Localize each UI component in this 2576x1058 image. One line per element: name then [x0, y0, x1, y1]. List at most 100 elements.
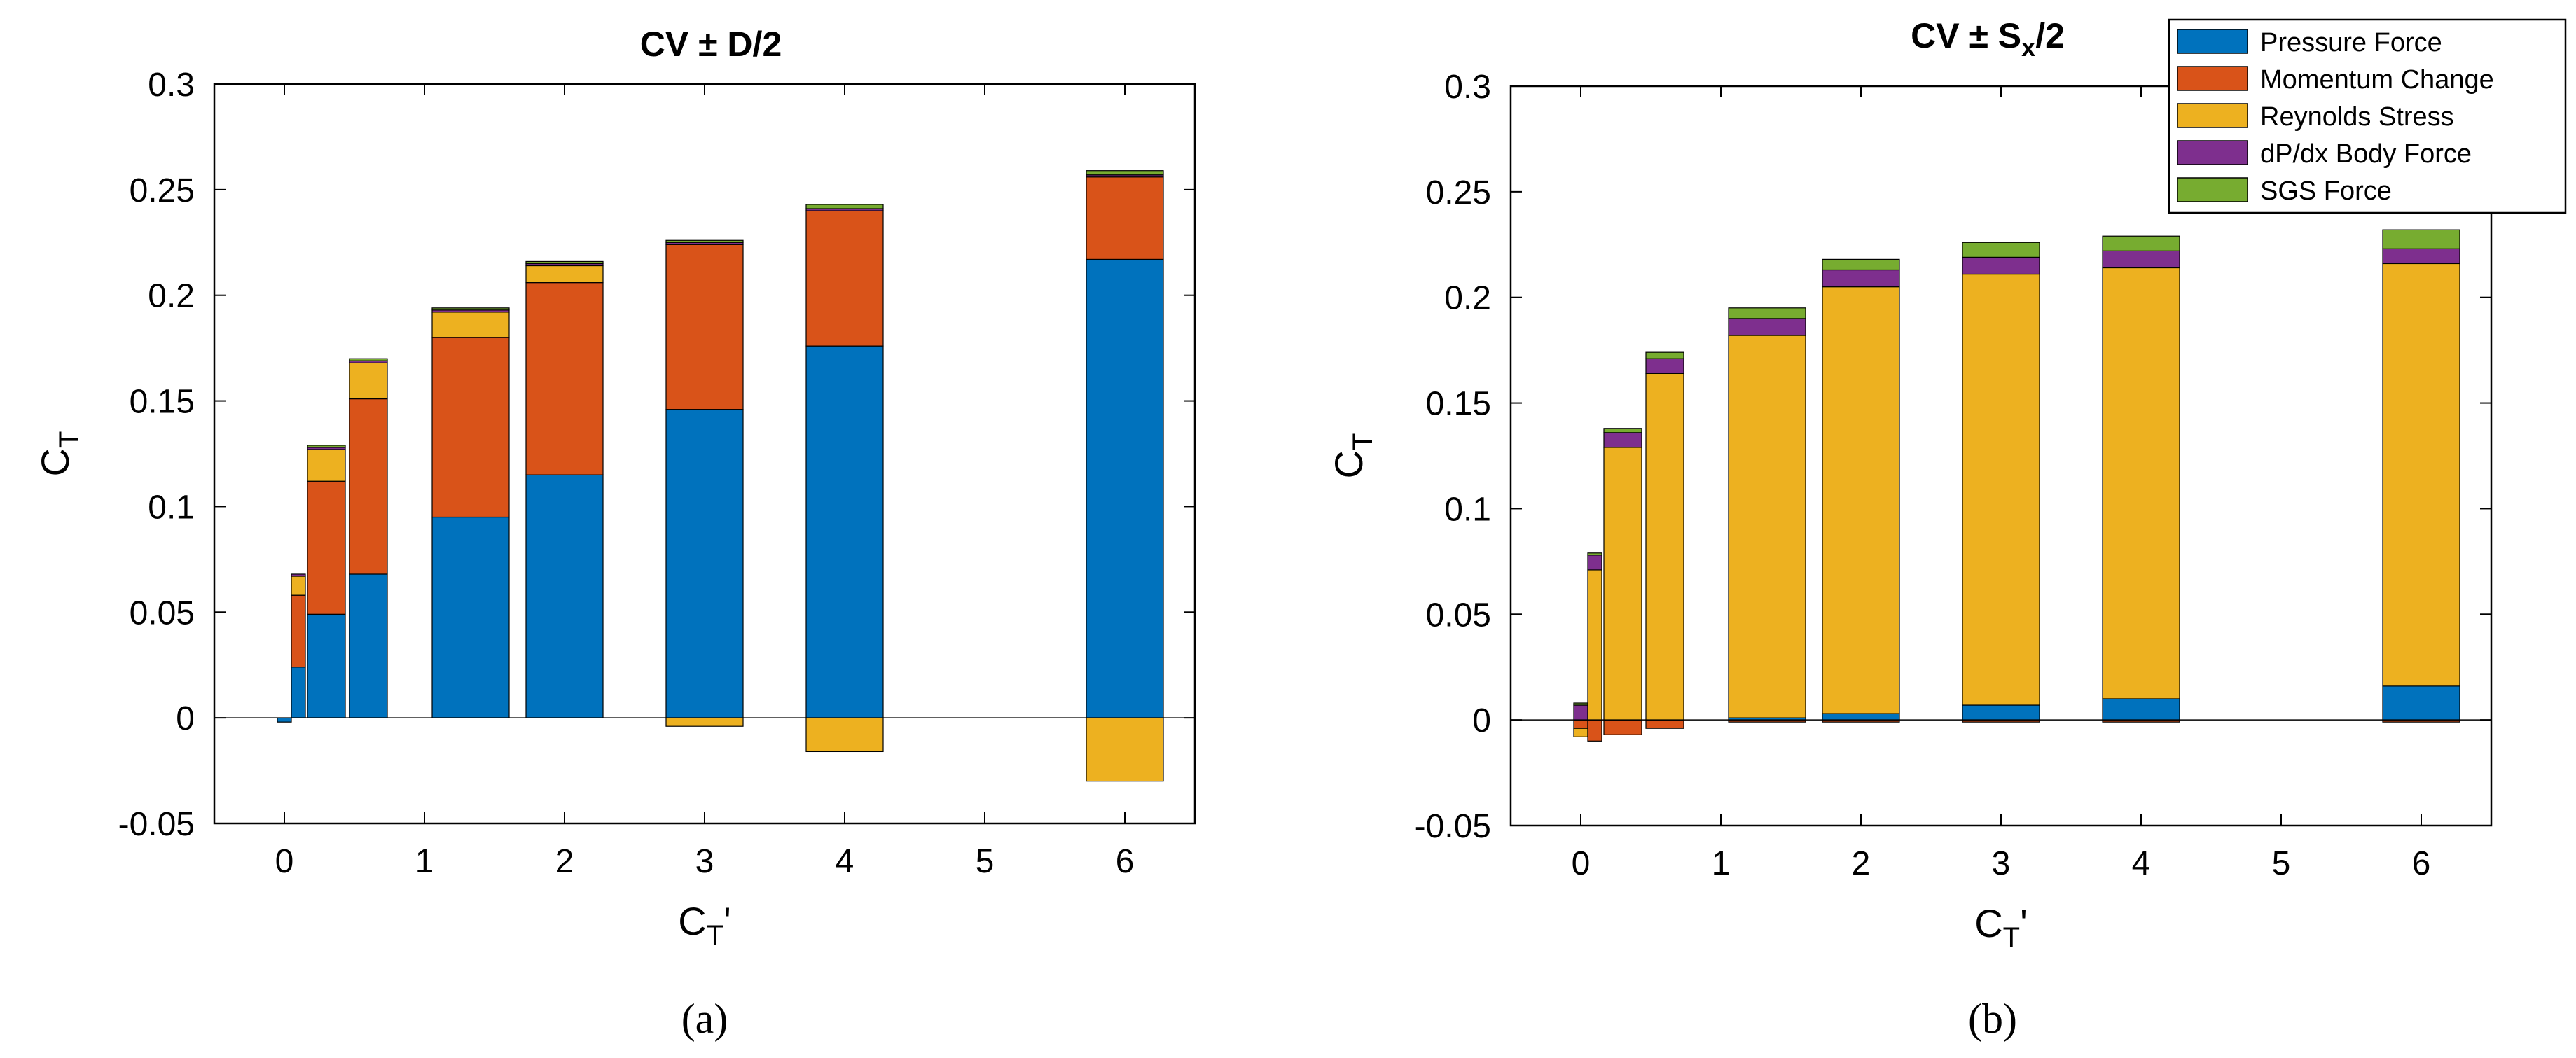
bar-segment-pressure-force: [1962, 704, 2040, 721]
x-tick-label: 2: [555, 843, 574, 880]
bar-segment-sgs-force: [1587, 552, 1602, 556]
y-tick-label: 0.2: [1444, 280, 1491, 317]
bar-segment-dp-dx-body-force: [291, 573, 306, 577]
bar-segment-pressure-force: [2382, 685, 2460, 721]
y-tick-label: -0.05: [1415, 808, 1491, 845]
legend-label: Momentum Change: [2260, 65, 2494, 95]
bar-segment-dp-dx-body-force: [1728, 318, 1806, 336]
x-tick-label: 3: [695, 843, 714, 880]
y-tick-label: 0.05: [1426, 597, 1491, 634]
bar-segment-sgs-force: [525, 260, 604, 265]
chart-b-x-tick-labels: 0 1 2 3 4 5 6: [1572, 845, 2431, 882]
bar-segment-dp-dx-body-force: [1573, 704, 1588, 721]
bar-segment-momentum-change: [1573, 719, 1588, 729]
legend-label: Reynolds Stress: [2260, 102, 2454, 132]
bar-segment-reynolds-stress: [1645, 373, 1684, 721]
y-tick-label: 0.1: [1444, 491, 1491, 528]
legend-items: Pressure Force Momentum Change Reynolds St…: [2177, 28, 2494, 206]
bar-segment-pressure-force: [2102, 698, 2180, 721]
x-tick-label: 0: [275, 843, 294, 880]
chart-a-bars: [277, 170, 1164, 782]
bar-segment-momentum-change: [307, 480, 346, 615]
y-tick-label: 0.25: [130, 172, 195, 209]
bar-segment-pressure-force: [431, 516, 510, 718]
bar-segment-momentum-change: [1587, 719, 1602, 742]
bar-segment-momentum-change: [1603, 719, 1642, 735]
legend-label: dP/dx Body Force: [2260, 139, 2472, 169]
x-tick-label: 1: [415, 843, 434, 880]
legend-label: Pressure Force: [2260, 28, 2442, 57]
bar-segment-sgs-force: [1086, 170, 1164, 176]
bar-segment-sgs-force: [1645, 351, 1684, 359]
bar-segment-sgs-force: [2382, 229, 2460, 249]
bar-segment-pressure-force: [349, 573, 388, 718]
x-tick-label: 5: [976, 843, 995, 880]
bar-segment-sgs-force: [665, 239, 744, 243]
x-tick-label: 2: [1852, 845, 1871, 882]
bar-segment-pressure-force: [805, 345, 884, 718]
y-tick-label: 0: [1472, 702, 1491, 739]
chart-a-title: CV ± D/2: [640, 25, 782, 64]
bar-segment-dp-dx-body-force: [2102, 250, 2180, 269]
x-tick-label: 0: [1572, 845, 1591, 882]
bar-segment-reynolds-stress: [525, 265, 604, 284]
chart-a: CV ± D/2 -0.05 0 0.05 0.1 0.15 0.2 0.25 0.3 0 1 2…: [33, 25, 1196, 1042]
bar-segment-momentum-change: [1645, 719, 1684, 729]
bar-segment-reynolds-stress: [1728, 335, 1806, 718]
legend-swatch: [2177, 66, 2248, 91]
chart-a-y-tick-labels: -0.05 0 0.05 0.1 0.15 0.2 0.25 0.3: [118, 67, 195, 843]
y-tick-label: 0.1: [148, 489, 195, 526]
bar-segment-pressure-force: [665, 409, 744, 718]
bar-segment-sgs-force: [349, 358, 388, 361]
y-tick-label: -0.05: [118, 806, 195, 843]
bar-segment-pressure-force: [277, 717, 292, 723]
bar-segment-reynolds-stress: [1587, 569, 1602, 721]
bar-segment-momentum-change: [665, 244, 744, 410]
bar-segment-sgs-force: [805, 204, 884, 209]
chart-b-bars: [1573, 229, 2460, 742]
x-tick-label: 3: [1992, 845, 2011, 882]
x-tick-label: 6: [2412, 845, 2431, 882]
bar-segment-momentum-change: [431, 337, 510, 518]
bar-segment-sgs-force: [1822, 258, 1900, 271]
y-tick-label: 0.3: [148, 67, 195, 104]
bar-segment-momentum-change: [1086, 176, 1164, 260]
bar-segment-reynolds-stress: [307, 449, 346, 482]
bar-segment-sgs-force: [1728, 307, 1806, 319]
bar-segment-reynolds-stress: [1603, 447, 1642, 721]
chart-b-axes-box: [1509, 85, 2493, 827]
chart-b-y-tick-labels: -0.05 0 0.05 0.1 0.15 0.2 0.25 0.3: [1415, 69, 1491, 845]
bar-segment-reynolds-stress: [349, 362, 388, 400]
legend-swatch: [2177, 29, 2248, 54]
chart-b-title: CV ± Sx/2: [1911, 16, 2065, 62]
bar-segment-sgs-force: [1962, 242, 2040, 258]
chart-b: CV ± Sx/2 -0.05 0 0.05 0.1 0.15 0.2 0.25 0.3 0 1…: [1327, 16, 2567, 1042]
chart-b-x-axis-label: CT': [1974, 901, 2028, 953]
bar-segment-momentum-change: [291, 594, 306, 668]
bar-segment-reynolds-stress: [431, 312, 510, 338]
bar-segment-reynolds-stress: [1573, 728, 1588, 737]
panel-label-b: (b): [1968, 996, 2017, 1042]
bar-segment-dp-dx-body-force: [2382, 248, 2460, 265]
bar-segment-dp-dx-body-force: [1645, 358, 1684, 374]
bar-segment-reynolds-stress: [805, 717, 884, 753]
bar-segment-momentum-change: [525, 282, 604, 475]
x-tick-label: 4: [836, 843, 854, 880]
bar-segment-sgs-force: [431, 307, 510, 311]
bar-segment-reynolds-stress: [2102, 267, 2180, 699]
bar-segment-pressure-force: [525, 474, 604, 718]
x-tick-label: 1: [1712, 845, 1731, 882]
bar-segment-pressure-force: [1822, 713, 1900, 721]
bar-segment-sgs-force: [1603, 428, 1642, 433]
bar-segment-pressure-force: [1086, 258, 1164, 718]
bar-segment-reynolds-stress: [291, 576, 306, 596]
bar-segment-reynolds-stress: [665, 717, 744, 727]
y-tick-label: 0: [176, 700, 195, 737]
legend: Pressure Force Momentum Change Reynolds St…: [2168, 18, 2567, 214]
legend-swatch: [2177, 103, 2248, 128]
chart-a-x-axis-label: CT': [678, 899, 731, 951]
y-tick-label: 0.25: [1426, 174, 1491, 211]
bar-segment-reynolds-stress: [1086, 717, 1164, 782]
x-tick-label: 4: [2132, 845, 2151, 882]
y-tick-label: 0.05: [130, 594, 195, 632]
